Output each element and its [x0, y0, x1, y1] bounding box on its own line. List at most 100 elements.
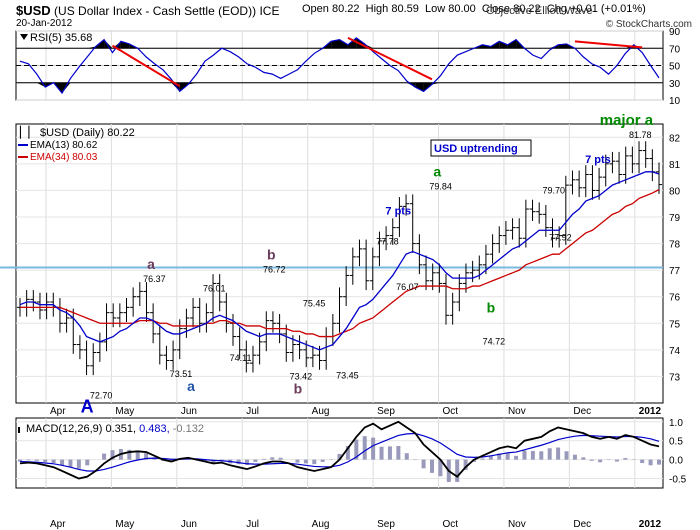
rsi-divergence-line — [574, 40, 643, 49]
macd-histogram-bar — [404, 453, 409, 460]
price-value-label: 76.01 — [203, 284, 226, 294]
price-tick-label: 73 — [669, 372, 681, 383]
macd-histogram-bar — [379, 446, 384, 460]
wave-label: a — [433, 164, 441, 180]
price-value-label: 76.07 — [396, 282, 419, 292]
price-month-label: Sep — [377, 406, 395, 417]
price-value-label: 75.45 — [303, 298, 326, 308]
macd-histogram-bar — [396, 446, 401, 460]
close-value: 80.22 — [513, 3, 541, 15]
rsi-overbought-fill — [499, 41, 508, 49]
rsi-tick-label: 50 — [669, 62, 681, 73]
change-value: +0.01 (+0.01%) — [569, 3, 646, 15]
macd-histogram-bar — [245, 459, 250, 465]
high-value: 80.59 — [391, 3, 419, 15]
macd-histogram-bar — [110, 450, 115, 460]
macd-histogram-bar — [202, 459, 207, 462]
macd-month-label: Dec — [573, 519, 591, 530]
watermark: Objective Elliott Wave — [486, 5, 593, 17]
price-tick-label: 74 — [669, 346, 681, 357]
rsi-legend-marker — [20, 34, 28, 40]
rsi-tick-label: 30 — [669, 79, 681, 90]
ema34-line — [20, 189, 660, 338]
macd-legend: MACD(12,26,9) 0.351, 0.483, -0.132 — [26, 423, 204, 435]
symbol-label: $USD — [16, 3, 51, 18]
price-month-label: Aug — [312, 406, 330, 417]
price-value-label: 72.70 — [90, 390, 113, 400]
rsi-line — [19, 37, 660, 95]
macd-month-label: Apr — [50, 519, 66, 530]
wave-label: b — [294, 380, 303, 396]
macd-month-label: May — [115, 519, 134, 530]
rsi-oversold-fill — [415, 82, 424, 92]
copyright: © StockCharts.com — [605, 19, 692, 30]
ohlc-readout: Open 80.22 High 80.59 Low 80.00 Close 80… — [302, 3, 646, 15]
wave-label: A — [81, 396, 94, 416]
ema13-line — [19, 171, 660, 351]
macd-histogram-bar — [488, 455, 493, 460]
price-month-label: Dec — [573, 406, 591, 417]
macd-histogram-bar — [598, 459, 603, 463]
rsi-oversold-fill — [62, 82, 71, 94]
price-value-label: 76.37 — [143, 274, 166, 284]
price-month-label: Jun — [181, 406, 197, 417]
macd-histogram-bar — [657, 459, 661, 465]
rsi-tick-label: 90 — [669, 27, 681, 38]
low-value: 80.00 — [448, 3, 476, 15]
price-month-label: Oct — [443, 406, 459, 417]
price-tick-label: 79 — [669, 213, 681, 224]
macd-histogram-bar — [362, 436, 367, 460]
macd-legend-value: -0.132 — [173, 423, 204, 435]
macd-histogram-bar — [522, 450, 527, 460]
macd-tick-label: 0.5 — [669, 437, 683, 448]
price-tick-label: 81 — [669, 160, 681, 171]
macd-histogram-bar — [640, 459, 645, 464]
high-label: High — [365, 3, 389, 15]
macd-histogram-bar — [18, 459, 22, 462]
macd-histogram-bar — [530, 450, 535, 460]
close-label: Close — [481, 3, 511, 15]
price-value-label: 76.72 — [263, 265, 286, 275]
macd-month-label: Sep — [377, 519, 395, 530]
price-value-label: 79.84 — [429, 182, 452, 192]
rsi-overbought-fill — [87, 46, 96, 49]
macd-histogram-bar — [60, 459, 65, 466]
index-name: (US Dollar Index - Cash Settle (EOD)) — [54, 4, 257, 18]
price-month-label: 2012 — [639, 406, 662, 417]
price-tick-label: 78 — [669, 240, 681, 251]
rsi-legend: RSI(5) 35.68 — [30, 32, 92, 44]
macd-histogram-bar — [387, 446, 392, 460]
macd-histogram-bar — [463, 459, 468, 470]
macd-month-label: Aug — [312, 519, 330, 530]
rsi-overbought-fill — [104, 39, 113, 49]
price-tick-label: 77 — [669, 266, 681, 277]
macd-histogram-bar — [589, 459, 594, 461]
rsi-overbought-fill — [339, 39, 348, 49]
macd-histogram-bar — [547, 448, 552, 460]
price-tick-label: 76 — [669, 293, 681, 304]
macd-month-label: Oct — [443, 519, 459, 530]
macd-histogram-bar — [564, 451, 569, 460]
macd-histogram-bar — [497, 453, 502, 460]
macd-histogram-bar — [85, 459, 90, 466]
change-label: Chg — [546, 3, 567, 15]
price-value-label: 73.45 — [336, 370, 359, 380]
macd-month-label: Jun — [181, 519, 197, 530]
macd-histogram-bar — [135, 450, 140, 460]
open-label: Open — [302, 3, 329, 15]
price-tick-label: 80 — [669, 186, 681, 197]
macd-histogram-bar — [236, 459, 241, 465]
macd-line — [19, 420, 660, 480]
macd-legend-value: 0.351, — [105, 423, 139, 435]
macd-histogram-bar — [295, 459, 300, 463]
chart-date: 20-Jan-2012 — [16, 18, 73, 29]
rsi-oversold-fill — [188, 82, 197, 85]
rsi-overbought-fill — [549, 44, 559, 49]
rsi-tick-label: 10 — [669, 96, 681, 107]
macd-histogram-bar — [648, 459, 653, 466]
price-value-label: 74.11 — [230, 353, 252, 363]
macd-histogram-bar — [581, 457, 586, 460]
macd-month-label: Nov — [508, 519, 526, 530]
uptrend-label: USD uptrending — [434, 143, 518, 155]
macd-histogram-bar — [505, 453, 510, 460]
